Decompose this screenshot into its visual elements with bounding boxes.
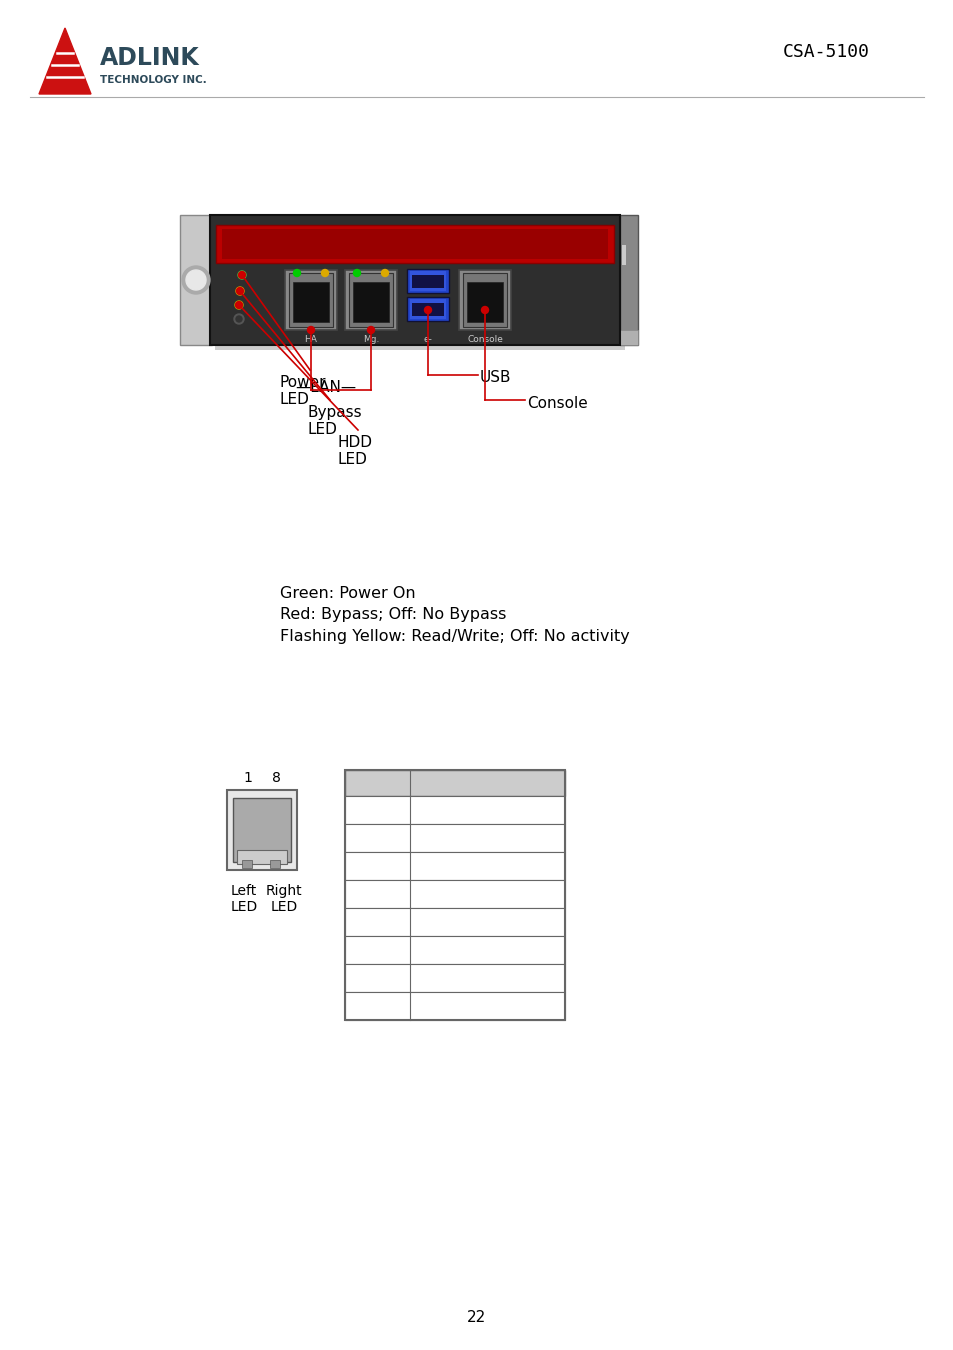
- Bar: [270, 860, 280, 868]
- Circle shape: [182, 266, 210, 294]
- Text: 8: 8: [372, 999, 381, 1014]
- Bar: [345, 769, 564, 796]
- Bar: [289, 273, 333, 327]
- Circle shape: [307, 327, 314, 333]
- Text: 6: 6: [372, 942, 381, 957]
- Text: 1: 1: [243, 771, 253, 784]
- Bar: [210, 215, 619, 346]
- Text: MID3-: MID3-: [464, 999, 509, 1014]
- Text: MID3+: MID3+: [460, 971, 513, 986]
- Text: Flashing Yellow: Read/Write; Off: No activity: Flashing Yellow: Read/Write; Off: No act…: [280, 629, 629, 644]
- Text: Right
LED: Right LED: [265, 884, 302, 914]
- Bar: [407, 297, 449, 321]
- Text: MID1+: MID1+: [460, 859, 513, 873]
- Bar: [349, 273, 393, 327]
- Text: MID0+: MID0+: [460, 802, 513, 818]
- Bar: [227, 790, 296, 869]
- Bar: [458, 270, 511, 329]
- Bar: [222, 230, 607, 259]
- Circle shape: [236, 288, 243, 294]
- Bar: [345, 880, 564, 909]
- Circle shape: [235, 301, 242, 309]
- Circle shape: [186, 270, 206, 290]
- Circle shape: [235, 288, 244, 296]
- Text: 3: 3: [372, 859, 381, 873]
- Bar: [236, 850, 287, 864]
- Text: HDD
LED: HDD LED: [337, 435, 373, 467]
- Text: e-: e-: [423, 335, 432, 344]
- Text: Console: Console: [526, 396, 587, 410]
- Bar: [180, 215, 212, 346]
- Circle shape: [234, 301, 243, 309]
- Circle shape: [235, 316, 242, 323]
- Text: Console: Console: [467, 335, 502, 344]
- Bar: [345, 270, 396, 329]
- Bar: [233, 798, 291, 863]
- Text: ADLINK: ADLINK: [100, 46, 199, 70]
- Text: CSA-5100: CSA-5100: [782, 43, 869, 61]
- Text: 1: 1: [372, 802, 381, 818]
- Bar: [285, 270, 336, 329]
- Bar: [621, 244, 625, 265]
- Text: MID2-: MID2-: [464, 914, 509, 930]
- Circle shape: [321, 270, 328, 277]
- Text: 5: 5: [372, 914, 381, 930]
- Bar: [293, 282, 329, 323]
- Bar: [345, 992, 564, 1021]
- Bar: [345, 796, 564, 824]
- Bar: [345, 964, 564, 992]
- Bar: [462, 273, 506, 327]
- Text: 4: 4: [372, 887, 381, 902]
- Circle shape: [381, 270, 388, 277]
- Text: HA: HA: [304, 335, 317, 344]
- Bar: [410, 298, 446, 319]
- Text: MID2+: MID2+: [460, 887, 513, 902]
- Bar: [412, 275, 443, 288]
- Bar: [609, 329, 638, 346]
- Bar: [467, 282, 502, 323]
- Circle shape: [367, 327, 375, 333]
- Text: 7: 7: [372, 971, 381, 986]
- Circle shape: [481, 306, 488, 313]
- Text: Left
LED: Left LED: [230, 884, 257, 914]
- Text: —LAN—: —LAN—: [295, 379, 356, 394]
- Text: 22: 22: [467, 1311, 486, 1326]
- Bar: [410, 271, 446, 292]
- Bar: [407, 269, 449, 293]
- Circle shape: [294, 270, 300, 277]
- Text: MID0-: MID0-: [464, 830, 509, 845]
- Bar: [619, 215, 638, 346]
- Bar: [345, 936, 564, 964]
- Polygon shape: [39, 28, 91, 94]
- Text: Power
LED: Power LED: [280, 375, 326, 408]
- Text: 2: 2: [372, 830, 381, 845]
- Circle shape: [233, 315, 244, 324]
- Text: Bypass
LED: Bypass LED: [308, 405, 362, 437]
- Bar: [353, 282, 389, 323]
- Bar: [345, 909, 564, 936]
- Text: Green: Power On: Green: Power On: [280, 586, 416, 601]
- Text: Mg.: Mg.: [362, 335, 378, 344]
- Text: MID1-: MID1-: [464, 942, 509, 957]
- Bar: [412, 302, 443, 316]
- Bar: [242, 860, 252, 868]
- Text: TECHNOLOGY INC.: TECHNOLOGY INC.: [100, 76, 207, 85]
- Text: USB: USB: [479, 370, 511, 386]
- Circle shape: [237, 271, 246, 279]
- Bar: [345, 852, 564, 880]
- Text: Red: Bypass; Off: No Bypass: Red: Bypass; Off: No Bypass: [280, 608, 506, 622]
- Circle shape: [238, 271, 245, 278]
- Circle shape: [354, 270, 360, 277]
- Bar: [345, 824, 564, 852]
- Text: 8: 8: [272, 771, 280, 784]
- Circle shape: [424, 306, 431, 313]
- Bar: [214, 220, 624, 350]
- Bar: [345, 769, 564, 1021]
- Bar: [215, 225, 614, 263]
